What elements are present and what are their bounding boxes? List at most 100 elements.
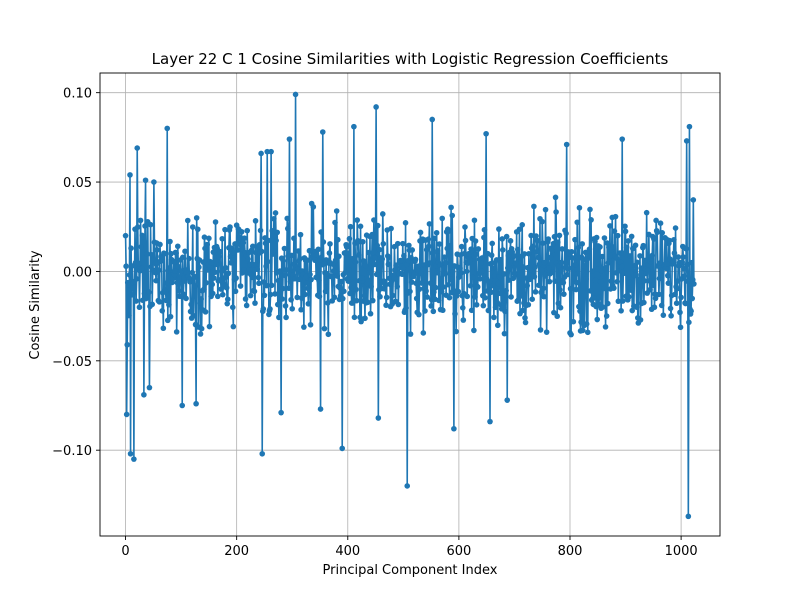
data-point	[194, 226, 201, 233]
data-point	[402, 220, 409, 226]
data-point	[324, 270, 331, 277]
data-point	[689, 295, 696, 302]
data-point	[190, 312, 197, 319]
data-point	[549, 269, 556, 275]
data-point	[176, 287, 182, 294]
data-point	[304, 257, 311, 263]
data-point	[252, 218, 259, 224]
data-point	[593, 234, 600, 241]
data-point	[487, 418, 493, 425]
data-point	[355, 238, 362, 245]
data-point	[535, 254, 542, 261]
data-point	[467, 282, 474, 289]
data-point	[399, 271, 406, 278]
data-point	[558, 267, 564, 273]
data-point	[681, 265, 687, 272]
data-point	[336, 253, 342, 260]
data-point	[503, 287, 509, 294]
data-point	[153, 277, 159, 284]
data-point	[622, 228, 629, 235]
data-point	[178, 268, 184, 274]
data-point	[339, 445, 346, 452]
data-point	[345, 278, 352, 285]
data-point	[306, 285, 312, 291]
data-point	[570, 318, 577, 325]
data-point	[429, 116, 436, 123]
data-point	[496, 226, 502, 232]
data-point	[371, 261, 378, 268]
data-point	[242, 296, 249, 302]
data-point	[494, 322, 501, 329]
data-point	[637, 253, 643, 259]
data-point	[619, 136, 626, 142]
data-point	[626, 279, 633, 286]
data-point	[524, 282, 531, 289]
data-point	[644, 267, 651, 273]
data-point	[263, 282, 270, 289]
data-point	[591, 295, 598, 301]
data-point	[198, 296, 204, 302]
data-point	[489, 240, 496, 247]
data-point	[272, 291, 278, 297]
data-point	[224, 296, 231, 303]
data-point	[184, 217, 191, 224]
data-point	[325, 331, 332, 338]
data-point	[379, 211, 386, 217]
y-tick-label: −0.10	[52, 444, 92, 459]
data-point	[243, 302, 250, 309]
data-point	[321, 261, 327, 267]
data-point	[372, 255, 378, 261]
y-axis: −0.10 −0.05 0.00 0.05 0.10	[52, 87, 100, 459]
data-point	[533, 233, 539, 239]
data-point	[385, 261, 392, 268]
data-point	[499, 247, 506, 253]
data-point	[356, 252, 362, 258]
data-point	[569, 255, 576, 261]
data-point	[663, 265, 669, 272]
data-point	[201, 234, 208, 241]
data-point	[413, 280, 419, 287]
data-point	[688, 259, 695, 266]
data-point	[462, 237, 469, 244]
data-point	[244, 227, 251, 234]
data-point	[529, 296, 536, 302]
data-point	[203, 249, 210, 256]
data-point	[579, 241, 586, 247]
data-point	[138, 243, 144, 250]
data-point	[307, 321, 314, 328]
data-point	[657, 220, 664, 226]
data-point	[640, 242, 647, 249]
data-point	[312, 257, 318, 264]
data-point	[278, 409, 284, 416]
data-point	[298, 306, 304, 313]
data-point	[613, 255, 620, 262]
data-point	[621, 250, 627, 257]
data-point	[359, 275, 366, 281]
data-point	[478, 260, 484, 266]
data-point	[357, 314, 363, 321]
data-point	[449, 268, 456, 275]
data-point	[320, 239, 327, 245]
data-point	[513, 260, 519, 267]
data-point	[612, 213, 619, 220]
data-point	[212, 269, 218, 276]
data-point	[415, 263, 422, 270]
data-point	[128, 292, 135, 298]
data-point	[436, 297, 442, 304]
data-point	[641, 299, 647, 306]
data-point	[264, 258, 271, 265]
data-point	[504, 397, 511, 403]
data-point	[440, 284, 447, 290]
data-point	[633, 304, 640, 310]
data-point	[418, 270, 424, 277]
data-point	[353, 297, 360, 304]
data-point	[689, 276, 696, 283]
data-point	[614, 232, 621, 239]
data-point	[263, 263, 269, 270]
data-point	[660, 312, 667, 318]
data-point	[133, 298, 139, 304]
data-point	[317, 406, 324, 412]
data-point	[546, 278, 553, 285]
data-point	[131, 456, 137, 462]
